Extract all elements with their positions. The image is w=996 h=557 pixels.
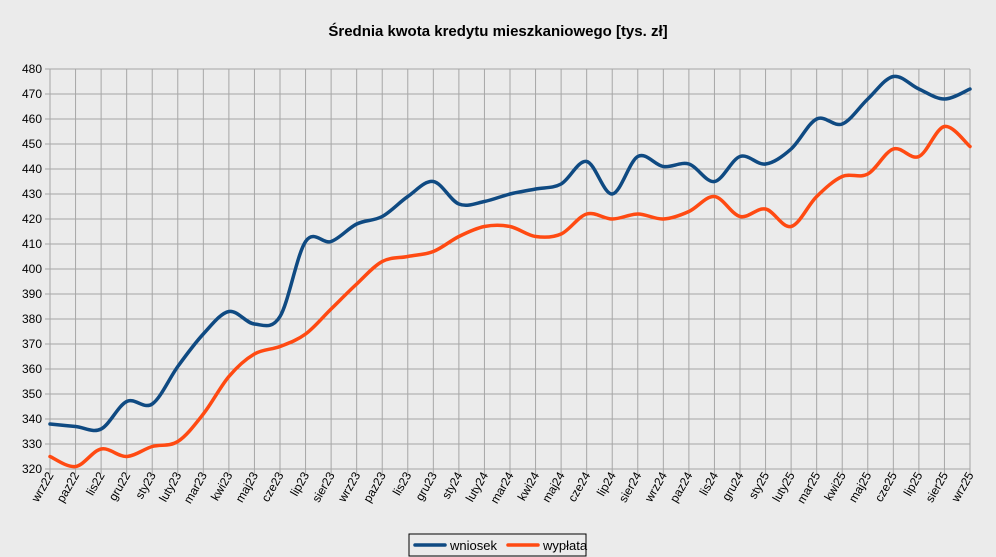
x-tick-label: lip25 xyxy=(901,469,926,498)
x-tick-label: maj24 xyxy=(539,469,568,505)
x-tick-label: paz22 xyxy=(54,469,83,505)
x-tick-label: sty23 xyxy=(132,469,159,501)
y-tick-label: 440 xyxy=(22,162,42,176)
y-axis-tick-labels: 320 330 340 350 360 370 380 390 400 410 420 430 440 4… xyxy=(22,62,42,476)
x-tick-label: lis24 xyxy=(697,469,722,498)
x-tick-label: gru23 xyxy=(412,469,440,503)
x-tick-label: gru22 xyxy=(106,469,134,503)
x-tick-label: sier23 xyxy=(309,469,338,505)
series-lines xyxy=(48,74,972,469)
x-tick-label: lip24 xyxy=(594,469,619,498)
x-tick-label: mar23 xyxy=(181,469,210,506)
y-tick-label: 420 xyxy=(22,212,42,226)
y-tick-label: 360 xyxy=(22,362,42,376)
x-tick-label: sier25 xyxy=(923,469,952,505)
x-tick-label: cze25 xyxy=(872,469,900,504)
legend: wniosek wypłata xyxy=(408,533,588,557)
y-tick-label: 480 xyxy=(22,62,42,76)
x-tick-label: cze24 xyxy=(565,469,593,504)
chart-title: Średnia kwota kredytu mieszkaniowego [ty… xyxy=(328,22,667,40)
x-tick-label: lip23 xyxy=(287,469,312,498)
y-tick-label: 400 xyxy=(22,262,42,276)
x-tick-label: lis22 xyxy=(83,469,108,498)
x-tick-label: maj25 xyxy=(846,469,875,505)
x-tick-label: paz24 xyxy=(667,469,696,505)
y-tick-label: 430 xyxy=(22,187,42,201)
x-tick-label: sty24 xyxy=(439,469,466,501)
x-tick-label: wrz24 xyxy=(641,469,670,505)
x-tick-label: sier24 xyxy=(616,469,645,505)
x-tick-label: mar24 xyxy=(487,469,516,506)
x-tick-label: wrz23 xyxy=(335,469,364,505)
y-tick-label: 380 xyxy=(22,312,42,326)
y-tick-label: 370 xyxy=(22,337,42,351)
series-line-wyplata xyxy=(48,124,972,469)
x-tick-label: gru24 xyxy=(719,469,747,503)
y-tick-label: 340 xyxy=(22,412,42,426)
y-tick-label: 390 xyxy=(22,287,42,301)
x-tick-label: lis23 xyxy=(390,469,415,498)
x-tick-label: maj23 xyxy=(233,469,262,505)
grid-lines xyxy=(45,68,971,474)
y-tick-label: 410 xyxy=(22,237,42,251)
y-tick-label: 330 xyxy=(22,437,42,451)
legend-label: wniosek xyxy=(449,538,497,553)
x-tick-label: wrz25 xyxy=(948,469,977,505)
y-tick-label: 460 xyxy=(22,112,42,126)
x-tick-label: paz23 xyxy=(360,469,389,505)
legend-box xyxy=(408,533,587,557)
x-tick-label: mar25 xyxy=(794,469,823,506)
x-tick-label: cze23 xyxy=(258,469,286,504)
series-line-wniosek xyxy=(48,74,972,433)
legend-label: wypłata xyxy=(542,538,588,553)
x-tick-label: sty25 xyxy=(746,469,773,501)
y-tick-label: 320 xyxy=(22,462,42,476)
y-tick-label: 450 xyxy=(22,137,42,151)
y-tick-label: 470 xyxy=(22,87,42,101)
y-tick-label: 350 xyxy=(22,387,42,401)
